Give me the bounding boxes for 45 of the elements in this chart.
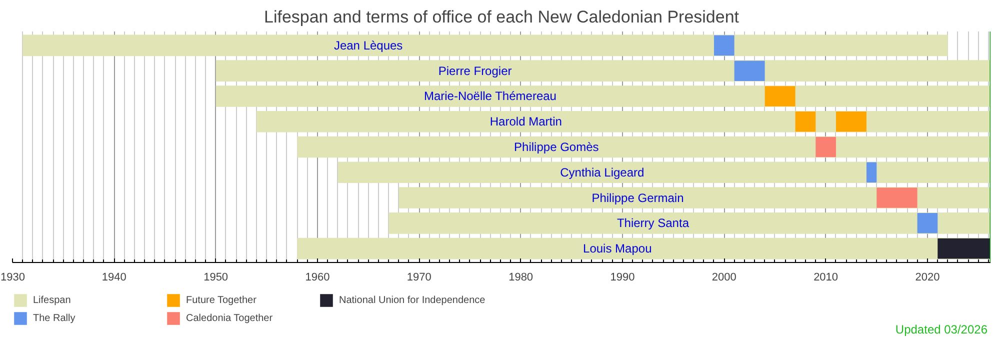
bar bbox=[216, 86, 990, 107]
bar bbox=[338, 162, 990, 184]
x-tick-label: 1990 bbox=[610, 272, 635, 284]
y-tick-label: Marie-Noëlle Thémereau bbox=[424, 89, 556, 104]
legend-label: Lifespan bbox=[33, 294, 72, 307]
x-tick-label: 2020 bbox=[915, 272, 940, 284]
y-tick-label: Thierry Santa bbox=[616, 216, 690, 230]
y-tick-label: Cynthia Ligeard bbox=[560, 165, 644, 180]
legend-label: Future Together bbox=[186, 294, 258, 307]
y-tick-label: Louis Mapou bbox=[583, 242, 652, 256]
x-tick-label: 2010 bbox=[814, 272, 838, 284]
bar bbox=[297, 238, 990, 260]
legend-label: National Union for Independence bbox=[339, 294, 486, 307]
x-tick-label: 1960 bbox=[305, 272, 330, 284]
x-tick-label: 1980 bbox=[508, 272, 534, 284]
bar bbox=[388, 212, 990, 234]
text: Updated 03/2026 bbox=[895, 322, 988, 336]
x-tick-label: 1930 bbox=[0, 272, 25, 284]
bar bbox=[398, 187, 990, 208]
bar bbox=[816, 136, 836, 158]
y-tick-label: Pierre Frogier bbox=[438, 64, 512, 78]
x-tick-label: 1950 bbox=[204, 272, 228, 284]
y-tick-label: Philippe Gomès bbox=[514, 140, 599, 154]
y-tick-label: Harold Martin bbox=[490, 114, 562, 129]
bar bbox=[714, 35, 734, 56]
bar bbox=[938, 238, 990, 259]
bar bbox=[876, 188, 918, 208]
bar bbox=[917, 213, 938, 234]
y-tick-label: Philippe Germain bbox=[592, 190, 684, 205]
bar bbox=[866, 162, 877, 183]
x-tick-label: 2000 bbox=[712, 272, 736, 284]
bar bbox=[22, 34, 948, 56]
bar bbox=[795, 111, 816, 132]
chart-title: Lifespan and terms of office of each New Caledonian President bbox=[264, 8, 740, 26]
y-tick-label: Jean Lèques bbox=[334, 38, 403, 52]
legend-label: The Rally bbox=[33, 312, 76, 325]
legend-label: Caledonia Together bbox=[186, 312, 274, 325]
bar bbox=[836, 111, 866, 132]
x-tick-label: 1970 bbox=[406, 272, 432, 284]
bar bbox=[764, 86, 796, 106]
bar bbox=[297, 136, 990, 158]
bar bbox=[216, 60, 990, 82]
bar bbox=[734, 60, 765, 81]
x-tick-label: 1940 bbox=[102, 272, 126, 284]
bar bbox=[256, 110, 990, 132]
